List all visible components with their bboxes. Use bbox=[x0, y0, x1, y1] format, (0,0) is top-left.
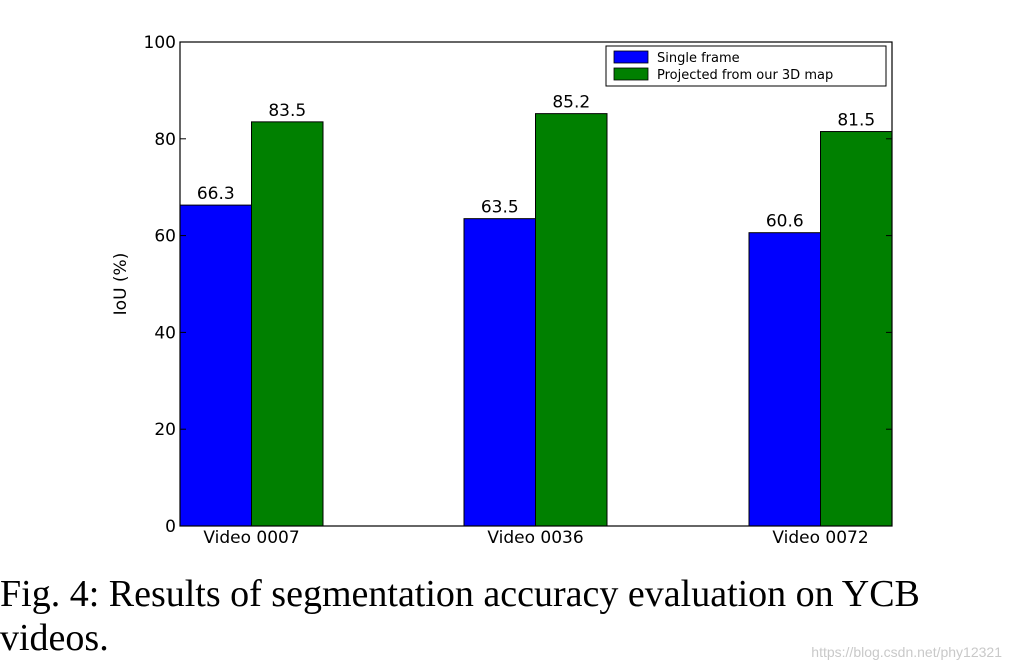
bar-value-label: 66.3 bbox=[197, 184, 235, 204]
y-axis: 0 20 40 60 80 100 bbox=[144, 33, 892, 537]
bar-value-label: 63.5 bbox=[481, 198, 519, 218]
legend-swatch-projected bbox=[613, 67, 649, 81]
y-tick-label: 100 bbox=[144, 33, 176, 53]
x-axis: Video 0007 Video 0036 Video 0072 bbox=[203, 520, 869, 548]
bar-value-label: 83.5 bbox=[268, 101, 306, 121]
bar-labels-group: 66.3 63.5 60.6 83.5 85.2 81.5 bbox=[197, 93, 875, 232]
bar-value-label: 81.5 bbox=[837, 111, 875, 131]
watermark: https://blog.csdn.net/phy12321 bbox=[811, 644, 1002, 660]
x-tick-label: Video 0007 bbox=[203, 528, 299, 548]
legend-label-single-frame: Single frame bbox=[657, 51, 740, 66]
bar-projected-1 bbox=[535, 113, 608, 527]
bar-single-frame-2 bbox=[748, 232, 821, 527]
bar-projected-2 bbox=[820, 131, 893, 527]
legend: Single frame Projected from our 3D map bbox=[605, 45, 887, 87]
bar-value-label: 60.6 bbox=[766, 212, 804, 232]
y-tick-label: 0 bbox=[165, 517, 176, 537]
y-axis-label: IoU (%) bbox=[111, 253, 131, 316]
bar-single-frame-0 bbox=[179, 204, 252, 527]
bar-value-label: 85.2 bbox=[552, 93, 590, 113]
y-tick-label: 20 bbox=[154, 420, 176, 440]
figure-caption: Fig. 4: Results of segmentation accuracy… bbox=[0, 573, 920, 659]
bar-chart: 66.3 63.5 60.6 83.5 85.2 81.5 0 20 40 60 80 100 Vi… bbox=[111, 33, 893, 548]
y-tick-label: 60 bbox=[154, 227, 176, 247]
bar-projected-0 bbox=[251, 121, 324, 527]
y-tick-label: 80 bbox=[154, 130, 176, 150]
y-tick-label: 40 bbox=[154, 323, 176, 343]
bar-single-frame-1 bbox=[463, 218, 536, 527]
x-tick-label: Video 0072 bbox=[772, 528, 868, 548]
x-tick-label: Video 0036 bbox=[487, 528, 583, 548]
bars-group bbox=[179, 113, 893, 527]
legend-swatch-single-frame bbox=[613, 50, 649, 64]
legend-box bbox=[605, 45, 887, 87]
legend-label-projected: Projected from our 3D map bbox=[657, 68, 833, 83]
